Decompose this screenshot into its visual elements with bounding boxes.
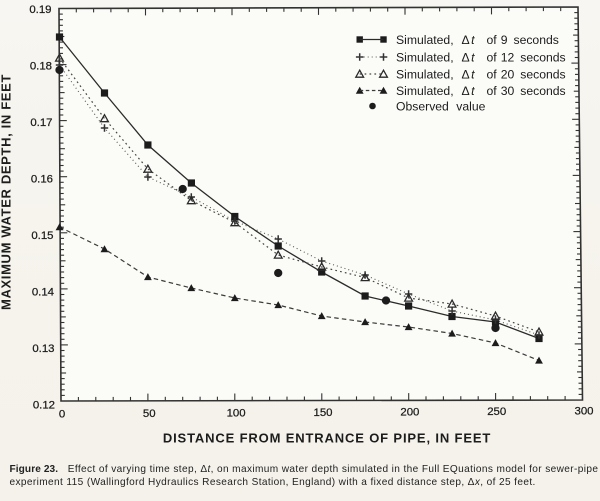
- svg-text:0.13: 0.13: [32, 343, 54, 355]
- svg-text:0: 0: [59, 409, 65, 421]
- svg-text:0.15: 0.15: [31, 230, 53, 242]
- svg-text:250: 250: [487, 406, 506, 418]
- svg-text:50: 50: [143, 408, 156, 420]
- svg-text:MAXIMUM WATER DEPTH, IN FE: MAXIMUM WATER DEPTH, IN FEET: [0, 74, 14, 310]
- svg-text:0.18: 0.18: [30, 60, 52, 72]
- svg-text:100: 100: [227, 408, 246, 420]
- svg-text:0.19: 0.19: [29, 4, 51, 16]
- svg-text:300: 300: [574, 406, 593, 418]
- svg-text:DISTANCE FROM ENTRANCE OF: DISTANCE FROM ENTRANCE OF PIPE, IN FEET: [163, 431, 491, 446]
- svg-text:200: 200: [400, 407, 419, 419]
- svg-text:Observed value: Observed value: [396, 100, 486, 114]
- svg-text:0.17: 0.17: [30, 117, 52, 129]
- svg-text:150: 150: [313, 407, 332, 419]
- svg-text:0.12: 0.12: [33, 400, 55, 412]
- svg-text:0.14: 0.14: [32, 287, 54, 299]
- svg-text:0.16: 0.16: [31, 174, 53, 186]
